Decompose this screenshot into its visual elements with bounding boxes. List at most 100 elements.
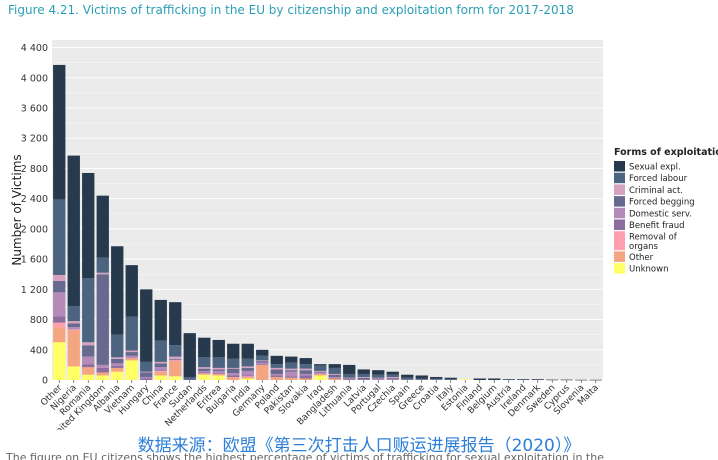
bar-segment	[386, 377, 399, 379]
bar-segment	[154, 375, 167, 380]
bar-segment	[82, 172, 95, 278]
bar-segment	[343, 377, 356, 379]
bar-segment	[241, 378, 254, 380]
bar-segment	[386, 371, 399, 375]
bar-segment	[125, 355, 138, 359]
legend-swatch	[614, 263, 625, 274]
bar-segment	[125, 360, 138, 380]
bar-segment	[96, 375, 109, 380]
bar-segment	[386, 376, 399, 378]
bar-stack	[169, 302, 182, 380]
bar-segment	[328, 373, 341, 375]
bar-segment	[372, 374, 385, 378]
bar-segment	[154, 370, 167, 372]
bar-segment	[227, 358, 240, 368]
bar-segment	[270, 376, 283, 380]
bar-segment	[183, 333, 196, 377]
bar-segment	[401, 377, 414, 380]
legend-label: Unknown	[629, 265, 668, 275]
bar-segment	[285, 368, 298, 371]
bar-segment	[140, 376, 153, 379]
bar-segment	[241, 358, 254, 367]
bar-segment	[140, 371, 153, 373]
bar-segment	[328, 378, 341, 380]
bar-stack	[473, 378, 486, 380]
bar-segment	[53, 292, 66, 317]
bar-stack	[314, 364, 327, 380]
bar-segment	[285, 377, 298, 380]
bar-segment	[299, 358, 312, 365]
bar-segment	[357, 377, 370, 380]
bar-stack	[357, 369, 370, 380]
legend-swatch	[614, 196, 625, 207]
legend-title: Forms of exploitation	[614, 147, 718, 158]
bar-stack	[343, 364, 356, 380]
bar-segment	[227, 375, 240, 377]
bar-segment	[53, 316, 66, 323]
bar-segment	[169, 358, 182, 360]
bar-segment	[299, 370, 312, 374]
bar-stack	[531, 379, 544, 380]
bar-segment	[154, 340, 167, 362]
bar-segment	[401, 379, 414, 380]
legend-label: Domestic serv.	[629, 209, 692, 219]
bar-segment	[372, 370, 385, 375]
bar-stack	[270, 355, 283, 380]
bar-segment	[154, 363, 167, 368]
bar-segment	[386, 378, 399, 380]
bar-segment	[111, 357, 124, 359]
bar-segment	[256, 362, 269, 365]
bar-segment	[256, 364, 269, 365]
bar-segment	[227, 373, 240, 376]
bar-segment	[212, 373, 225, 376]
legend-swatch	[614, 161, 625, 172]
bar-segment	[198, 373, 211, 375]
bar-segment	[415, 379, 428, 380]
bar-segment	[82, 374, 95, 380]
bar-segment	[67, 305, 80, 322]
y-tick-label: 1 600	[21, 255, 48, 266]
bar-segment	[212, 367, 225, 370]
bar-segment	[198, 370, 211, 373]
bar-stack	[401, 374, 414, 380]
bar-segment	[415, 375, 428, 379]
bar-segment	[270, 369, 283, 374]
bar-segment	[140, 372, 153, 377]
bar-segment	[270, 373, 283, 376]
figure-title: Figure 4.21. Victims of trafficking in t…	[8, 3, 574, 17]
bar-segment	[96, 274, 109, 365]
bar-segment	[314, 365, 327, 371]
bar-stack	[459, 379, 472, 380]
bar-segment	[198, 337, 211, 358]
bar-segment	[299, 364, 312, 369]
bar-stack	[299, 358, 312, 380]
y-tick-label: 4 000	[21, 73, 48, 84]
bar-segment	[314, 373, 327, 376]
bar-stack	[154, 299, 167, 380]
bar-stack	[125, 265, 138, 380]
bar-segment	[502, 379, 515, 380]
bar-segment	[299, 368, 312, 371]
bar-segment	[270, 355, 283, 365]
bar-segment	[241, 366, 254, 368]
bar-segment	[96, 367, 109, 373]
source-note: 数据来源：欧盟《第三次打击人口贩运进展报告（2020）》	[137, 436, 581, 456]
bar-segment	[459, 379, 472, 380]
bar-segment	[212, 370, 225, 374]
stacked-bar-chart: 0 400 800 1 200 1 600 2 000 2 400 2 800 3 200 3 6…	[10, 40, 718, 430]
y-tick-label: 2 400	[21, 194, 48, 205]
bar-segment	[154, 370, 167, 371]
bar-segment	[198, 374, 211, 380]
bar-segment	[169, 359, 182, 361]
bar-segment	[111, 365, 124, 368]
bar-segment	[430, 376, 443, 379]
legend-label: Sexual expl.	[629, 163, 681, 173]
bar-segment	[96, 272, 109, 275]
bar-segment	[328, 376, 341, 378]
legend-item: Removal of organs	[614, 231, 678, 252]
bar-stack	[386, 371, 399, 380]
legend-label: Removal of organs	[629, 233, 678, 253]
legend-label: Other	[629, 253, 654, 263]
legend-label: Criminal act.	[629, 186, 683, 196]
bar-segment	[328, 377, 341, 379]
